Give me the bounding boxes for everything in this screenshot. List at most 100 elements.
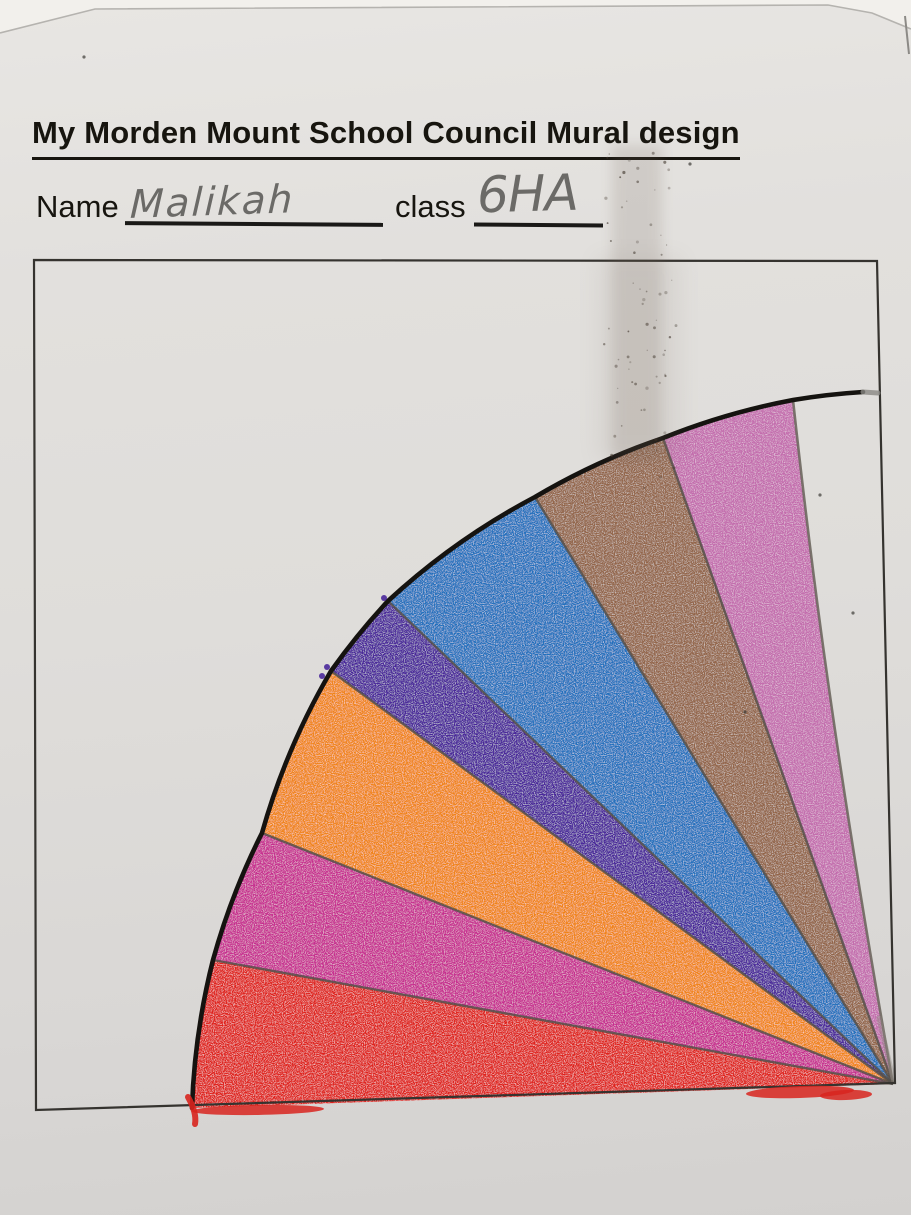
dust-dot	[646, 349, 649, 352]
dust-dot	[645, 290, 648, 293]
dust-dot	[667, 168, 671, 172]
fan-divider	[330, 670, 894, 1085]
dust-dot	[642, 297, 646, 302]
fan-segment-blue	[388, 497, 893, 1084]
dust-dot	[607, 327, 610, 330]
dust-dot	[660, 253, 663, 256]
dust-dot	[633, 251, 636, 254]
dust-dot	[626, 355, 630, 359]
dust-dot	[636, 180, 640, 184]
dust-speckles	[602, 151, 678, 490]
dust-dot	[643, 408, 646, 412]
dust-dot	[606, 222, 609, 225]
red-crayon-spill	[192, 1104, 324, 1116]
dust-dot	[671, 279, 673, 281]
dust-dot	[628, 368, 630, 370]
red-crayon-drip	[185, 1094, 199, 1127]
dust-dot	[643, 486, 646, 490]
dust-dot	[672, 466, 676, 470]
dust-dot	[636, 166, 640, 170]
paper-speck	[818, 493, 822, 497]
class-label: class	[395, 189, 466, 224]
dust-dot	[655, 449, 658, 452]
fan-arc-pencil-tail	[860, 389, 881, 396]
paper-top-edge	[0, 4, 911, 34]
name-label: Name	[36, 189, 119, 224]
dust-dot	[619, 176, 622, 179]
dust-dot	[645, 322, 649, 326]
dust-dot	[632, 282, 634, 284]
fan-wedges	[192, 400, 893, 1108]
purple-crayon-nub	[381, 595, 387, 601]
dust-dot	[664, 373, 667, 376]
page-title: My Morden Mount School Council Mural des…	[32, 115, 740, 160]
paper-right-edge	[904, 15, 910, 55]
dust-dot	[631, 381, 634, 384]
fan-segment-violet-pink	[663, 400, 893, 1084]
fan-divider	[261, 831, 894, 1086]
dust-dot	[664, 374, 667, 378]
dust-dot	[659, 475, 663, 479]
corner-pencil-shading	[876, 1015, 896, 1081]
dust-dot	[664, 349, 666, 352]
dust-dot	[654, 438, 658, 441]
dust-dot	[663, 160, 667, 164]
purple-crayon-nub	[324, 664, 330, 670]
fan-segment-brown	[535, 438, 893, 1084]
dust-dot	[622, 170, 626, 175]
dust-dot	[663, 431, 667, 435]
dust-dot	[654, 189, 656, 191]
dust-dot	[634, 382, 637, 386]
fan-divider	[533, 496, 895, 1085]
dust-dot	[662, 353, 665, 356]
fan-divider	[212, 958, 894, 1086]
paper-speck	[82, 55, 86, 59]
fan-divider	[387, 600, 894, 1085]
paper-speck	[688, 162, 692, 166]
fan-right-edge-pencil	[791, 399, 895, 1085]
dust-dot	[625, 200, 628, 202]
dust-dot	[667, 186, 671, 190]
fan-segment-red	[192, 960, 893, 1108]
dust-dot	[617, 358, 620, 361]
dust-dot	[620, 425, 623, 427]
fan-arc-outline	[189, 389, 866, 1111]
paper-speck	[743, 710, 747, 714]
dust-dot	[639, 288, 641, 290]
dust-dot	[613, 434, 617, 438]
dust-dot	[645, 386, 649, 390]
dust-dot	[604, 196, 608, 200]
fan-divider	[661, 437, 895, 1085]
dust-dot	[665, 244, 668, 246]
dust-dot	[602, 342, 606, 346]
paper-speck	[851, 611, 855, 615]
dust-dot	[664, 290, 668, 295]
dust-dot	[653, 326, 656, 330]
dust-dot	[655, 319, 658, 321]
purple-crayon-nub	[319, 673, 325, 679]
dust-dot	[652, 355, 656, 359]
dust-dot	[608, 153, 611, 155]
dust-dot	[614, 364, 618, 368]
dust-dot	[649, 223, 653, 227]
dust-dot	[620, 206, 624, 209]
dust-dot	[659, 468, 662, 470]
dust-dot	[660, 234, 662, 236]
red-crayon-spill	[820, 1089, 872, 1101]
dust-dot	[674, 324, 678, 328]
dust-dot	[650, 443, 653, 446]
fan-segment-pink-magenta	[213, 833, 893, 1084]
dust-dot	[627, 330, 630, 333]
dust-dot	[617, 387, 619, 390]
fan-segment-orange	[262, 671, 893, 1084]
dust-smudge-halo	[596, 255, 682, 460]
dust-dot	[668, 335, 672, 339]
dust-dot	[655, 375, 658, 378]
dust-dot	[609, 239, 612, 243]
dust-dot	[627, 158, 631, 162]
dust-dot	[651, 151, 655, 155]
dust-dot	[640, 409, 643, 411]
dust-dot	[658, 381, 661, 385]
fan-segment-purple	[331, 601, 893, 1084]
